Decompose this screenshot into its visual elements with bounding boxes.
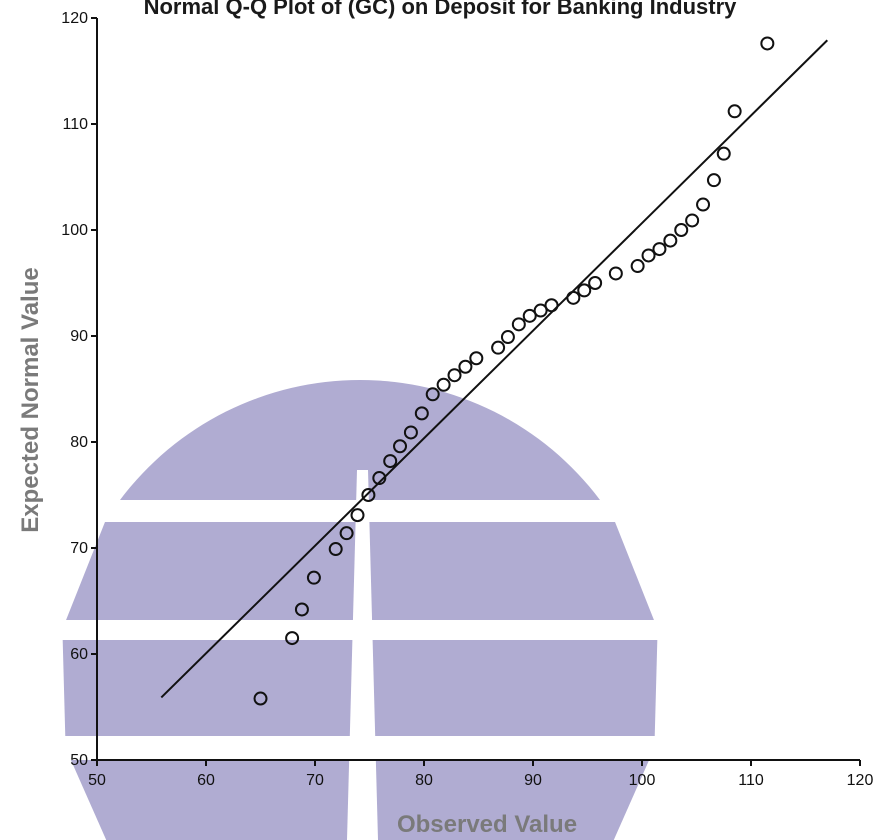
data-point <box>544 298 559 313</box>
x-axis-ticks: 50 60 70 80 90 100 110 120 <box>88 760 873 789</box>
y-tick-label: 120 <box>61 10 88 27</box>
data-point <box>350 508 365 523</box>
data-point <box>533 303 548 318</box>
watermark-logo <box>62 379 658 840</box>
data-point <box>285 631 300 646</box>
y-tick-label: 80 <box>70 434 88 451</box>
data-point <box>760 36 775 51</box>
reference-line <box>160 39 829 699</box>
data-point <box>458 359 473 374</box>
data-point <box>566 290 581 305</box>
y-axis-title: Expected Normal Value <box>17 267 44 532</box>
data-point <box>716 146 731 161</box>
y-tick-label: 100 <box>61 222 88 239</box>
data-point <box>696 197 711 212</box>
data-point <box>511 317 526 332</box>
data-point <box>361 488 376 502</box>
data-point <box>685 213 700 228</box>
data-point <box>500 330 515 345</box>
data-point <box>447 368 462 383</box>
data-point <box>306 570 321 585</box>
data-point <box>414 406 429 421</box>
x-tick-label: 80 <box>415 772 433 789</box>
data-points <box>253 36 775 706</box>
data-point <box>339 526 354 541</box>
data-point <box>403 425 418 440</box>
x-tick-label: 100 <box>629 772 656 789</box>
watermark-top-segment <box>120 379 600 500</box>
data-point <box>608 266 623 281</box>
y-tick-label: 90 <box>70 328 88 345</box>
data-point <box>577 283 592 298</box>
data-point <box>641 248 656 263</box>
data-point <box>652 242 667 257</box>
x-tick-label: 120 <box>847 772 874 789</box>
x-tick-label: 70 <box>306 772 324 789</box>
data-point <box>328 542 343 557</box>
x-tick-label: 110 <box>738 772 764 789</box>
data-point <box>425 387 440 402</box>
x-axis-title: Observed Value <box>397 811 577 838</box>
data-point <box>383 454 398 469</box>
y-tick-label: 50 <box>70 752 88 769</box>
x-tick-label: 90 <box>524 772 542 789</box>
y-tick-label: 60 <box>70 646 88 663</box>
data-point <box>706 173 721 188</box>
data-point <box>491 340 506 355</box>
data-point <box>294 602 309 617</box>
y-axis-ticks: 50 60 70 80 90 100 110 120 <box>61 10 97 769</box>
data-point <box>436 377 451 392</box>
data-point <box>727 104 742 119</box>
data-point <box>674 223 689 237</box>
data-point <box>253 691 268 706</box>
x-tick-label: 60 <box>197 772 215 789</box>
data-point <box>372 471 387 486</box>
data-point <box>469 351 484 366</box>
watermark-cut <box>347 470 378 840</box>
data-point <box>630 259 645 274</box>
data-point <box>522 308 537 323</box>
y-tick-label: 70 <box>70 540 88 557</box>
x-tick-label: 50 <box>88 772 106 789</box>
chart-title: Normal Q-Q Plot of (GC) on Deposit for B… <box>144 0 738 19</box>
data-point <box>588 276 603 290</box>
axes <box>96 18 860 761</box>
data-point <box>663 233 678 248</box>
data-point <box>393 439 408 454</box>
y-tick-label: 110 <box>62 116 88 133</box>
